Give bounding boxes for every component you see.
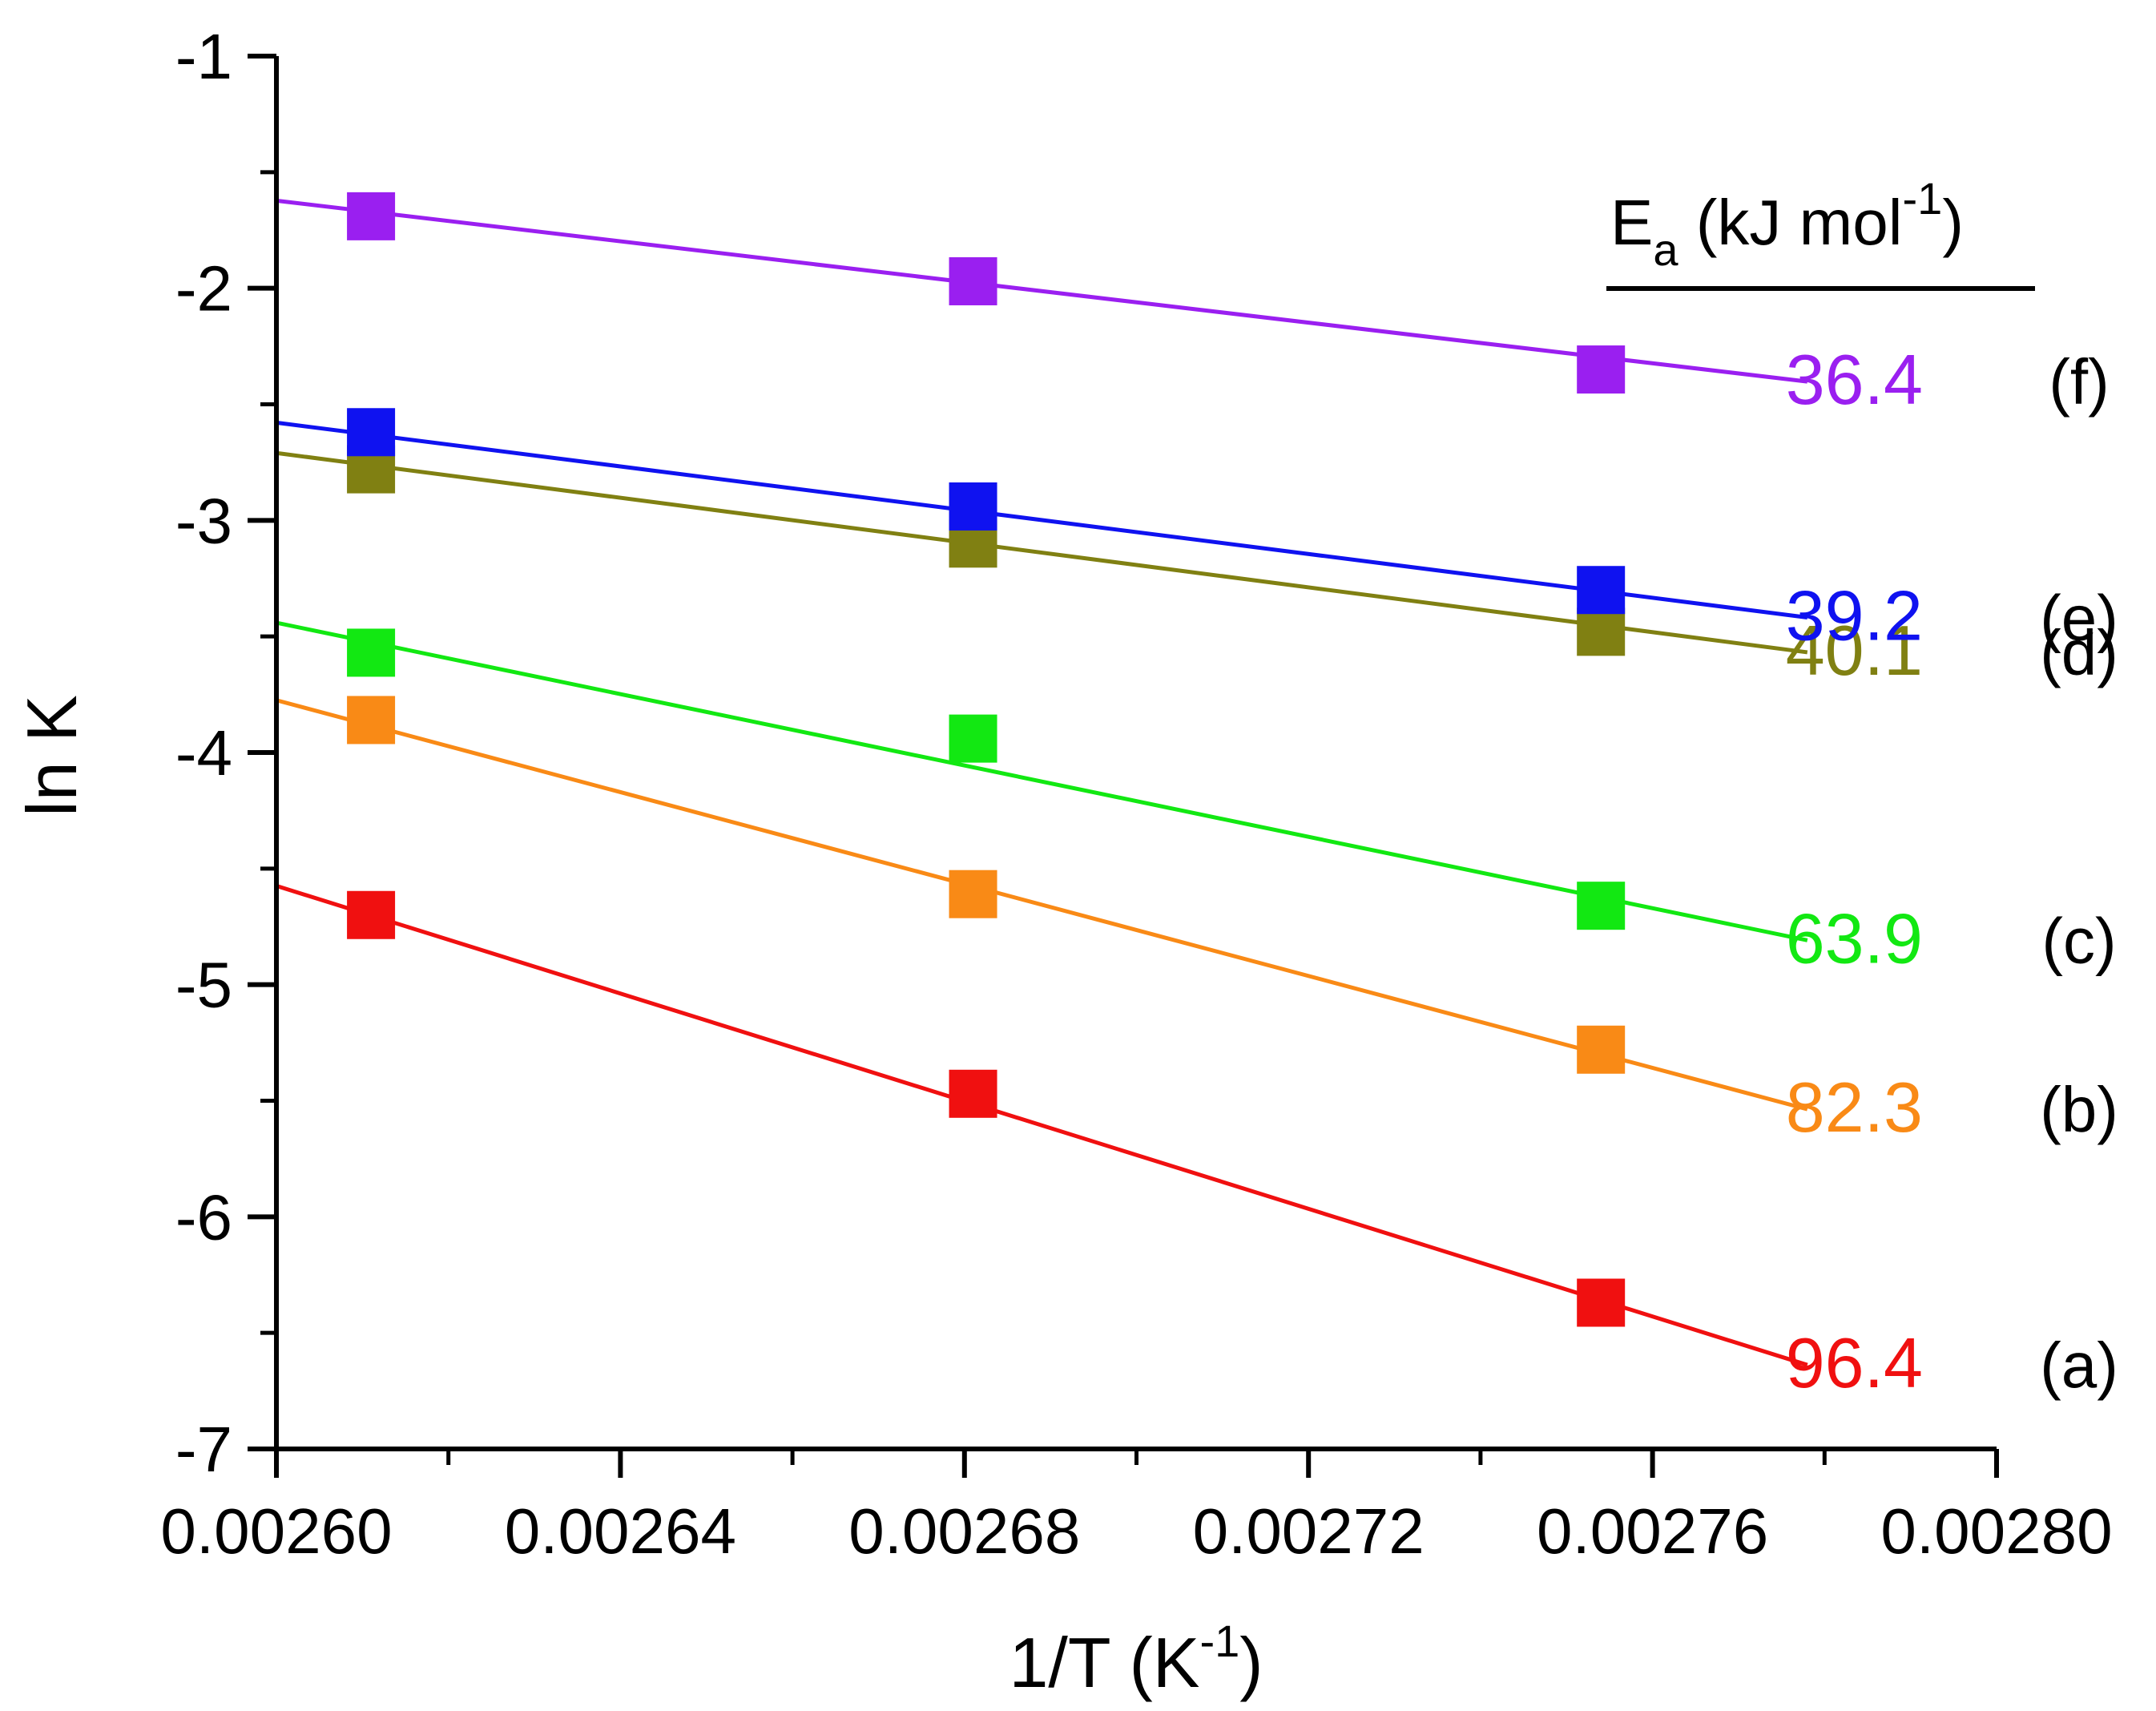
- fit-line-1: [276, 698, 1808, 1112]
- y-axis-title: ln K: [12, 695, 91, 817]
- ea-legend: Ea (kJ mol-1): [1606, 173, 2035, 291]
- ea-value-5: 36.4: [1786, 340, 1923, 419]
- y-tick-label-0: -7: [175, 1414, 232, 1485]
- ea-value-2: 63.9: [1786, 898, 1923, 978]
- fit-line-5: [276, 198, 1808, 384]
- data-point-3-2: [1577, 607, 1626, 656]
- data-point-0-0: [347, 890, 396, 939]
- x-tick-label-5: 0.00280: [1880, 1495, 2112, 1567]
- data-point-2-0: [347, 628, 396, 677]
- x-axis-title: 1/T (K-1): [1009, 1616, 1263, 1702]
- curve-tag-1: (b): [2040, 1074, 2118, 1145]
- data-point-4-2: [1577, 566, 1626, 615]
- data-point-2-1: [949, 714, 997, 763]
- data-point-2-2: [1577, 882, 1626, 930]
- data-point-1-1: [949, 870, 997, 918]
- curve-tag-0: (a): [2040, 1330, 2118, 1401]
- data-point-4-1: [949, 482, 997, 531]
- data-markers: [347, 192, 1626, 1327]
- ea-value-0: 96.4: [1786, 1323, 1923, 1402]
- data-point-5-1: [949, 256, 997, 305]
- x-ticks: 0.00260 0.00264 0.00268 0.00272 0.00276 0.002…: [160, 1449, 2113, 1567]
- y-ticks: -7 -6 -5 -4 -3 -2 -1: [175, 21, 276, 1485]
- ea-value-3: 40.1: [1786, 611, 1923, 690]
- data-point-1-2: [1577, 1025, 1626, 1074]
- data-point-0-1: [949, 1069, 997, 1118]
- data-point-5-0: [347, 192, 396, 240]
- y-tick-label-5: -2: [175, 253, 232, 325]
- y-tick-label-4: -3: [175, 485, 232, 556]
- ea-legend-header: Ea (kJ mol-1): [1610, 173, 1964, 275]
- data-point-5-2: [1577, 345, 1626, 394]
- series-labels: 96.4 (a) 82.3 (b) 63.9 (c) 40.1 (d) 39.2 (e) 36.4 (…: [1786, 340, 2118, 1402]
- x-tick-label-2: 0.00268: [848, 1495, 1080, 1567]
- y-tick-label-1: -6: [175, 1181, 232, 1253]
- x-tick-label-3: 0.00272: [1193, 1495, 1425, 1567]
- curve-tag-4: (e): [2040, 582, 2118, 653]
- curve-tag-3: (d): [2040, 617, 2118, 688]
- fit-line-2: [276, 620, 1808, 942]
- fit-lines: [276, 198, 1808, 1367]
- data-point-4-0: [347, 408, 396, 457]
- y-tick-label-3: -4: [175, 717, 232, 789]
- data-point-1-0: [347, 696, 396, 745]
- x-tick-label-4: 0.00276: [1537, 1495, 1768, 1567]
- fit-line-0: [276, 883, 1808, 1367]
- y-tick-label-2: -5: [175, 950, 232, 1021]
- data-point-0-2: [1577, 1278, 1626, 1327]
- curve-tag-2: (c): [2041, 905, 2116, 976]
- ea-value-4: 39.2: [1786, 575, 1923, 655]
- fit-line-4: [276, 420, 1808, 619]
- y-tick-label-6: -1: [175, 21, 232, 92]
- curve-tag-5: (f): [2049, 346, 2110, 418]
- ea-value-1: 82.3: [1786, 1067, 1923, 1147]
- x-tick-label-1: 0.00264: [505, 1495, 736, 1567]
- fit-line-3: [276, 450, 1808, 655]
- x-tick-label-0: 0.00260: [160, 1495, 392, 1567]
